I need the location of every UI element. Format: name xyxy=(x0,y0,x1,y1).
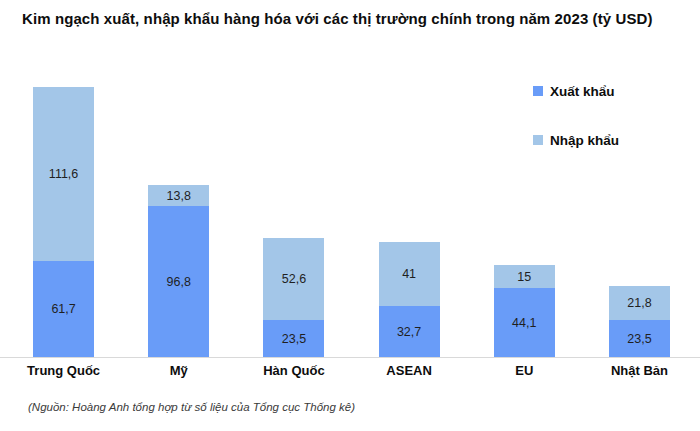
data-label: 32,7 xyxy=(397,325,421,339)
category-axis: Trung QuốcMỹHàn QuốcASEANEUNhật Bản xyxy=(6,363,697,378)
bar-segment-xuat-khau: 23,5 xyxy=(263,320,324,357)
bar-segment-xuat-khau: 44,1 xyxy=(494,288,555,357)
stacked-bar: 41 32,7 xyxy=(379,242,440,357)
data-label: 41 xyxy=(402,267,416,281)
bar-segment-nhap-khau: 41 xyxy=(379,242,440,306)
chart-title: Kim ngạch xuất, nhập khẩu hàng hóa với c… xyxy=(22,10,653,27)
stacked-bar: 13,8 96,8 xyxy=(148,185,209,357)
stacked-bar: 21,8 23,5 xyxy=(609,286,670,357)
data-label: 52,6 xyxy=(282,272,306,286)
category-label: EU xyxy=(467,363,582,378)
bar-segment-xuat-khau: 32,7 xyxy=(379,306,440,357)
bar-group: 52,6 23,5 xyxy=(236,77,351,357)
bar-group: 21,8 23,5 xyxy=(582,77,697,357)
plot-area: 111,6 61,7 13,8 96,8 52,6 23,5 41 32,7 15 44,1 21,… xyxy=(6,77,697,357)
bar-segment-nhap-khau: 21,8 xyxy=(609,286,670,320)
data-label: 23,5 xyxy=(282,332,306,346)
bar-segment-xuat-khau: 23,5 xyxy=(609,320,670,357)
category-label: Hàn Quốc xyxy=(236,363,351,378)
bar-segment-nhap-khau: 15 xyxy=(494,265,555,288)
data-label: 44,1 xyxy=(512,316,536,330)
data-label: 13,8 xyxy=(167,189,191,203)
bar-group: 111,6 61,7 xyxy=(6,77,121,357)
bar-segment-xuat-khau: 61,7 xyxy=(33,261,94,357)
stacked-bar: 15 44,1 xyxy=(494,265,555,357)
data-label: 23,5 xyxy=(627,332,651,346)
data-label: 96,8 xyxy=(167,275,191,289)
bar-group: 41 32,7 xyxy=(352,77,467,357)
bar-segment-nhap-khau: 111,6 xyxy=(33,87,94,261)
data-label: 21,8 xyxy=(627,296,651,310)
category-label: Nhật Bản xyxy=(582,363,697,378)
bar-segment-nhap-khau: 52,6 xyxy=(263,238,324,320)
data-label: 61,7 xyxy=(51,302,75,316)
source-note: (Nguồn: Hoàng Anh tổng hợp từ số liệu củ… xyxy=(28,401,355,413)
data-label: 111,6 xyxy=(49,167,78,181)
stacked-bar: 111,6 61,7 xyxy=(33,87,94,357)
category-label: ASEAN xyxy=(352,363,467,378)
bar-segment-nhap-khau: 13,8 xyxy=(148,185,209,206)
data-label: 15 xyxy=(517,270,531,284)
stacked-bar: 52,6 23,5 xyxy=(263,238,324,357)
category-label: Mỹ xyxy=(121,363,236,378)
bar-group: 15 44,1 xyxy=(467,77,582,357)
x-axis-line xyxy=(0,357,700,358)
category-label: Trung Quốc xyxy=(6,363,121,378)
bar-segment-xuat-khau: 96,8 xyxy=(148,206,209,357)
bar-group: 13,8 96,8 xyxy=(121,77,236,357)
